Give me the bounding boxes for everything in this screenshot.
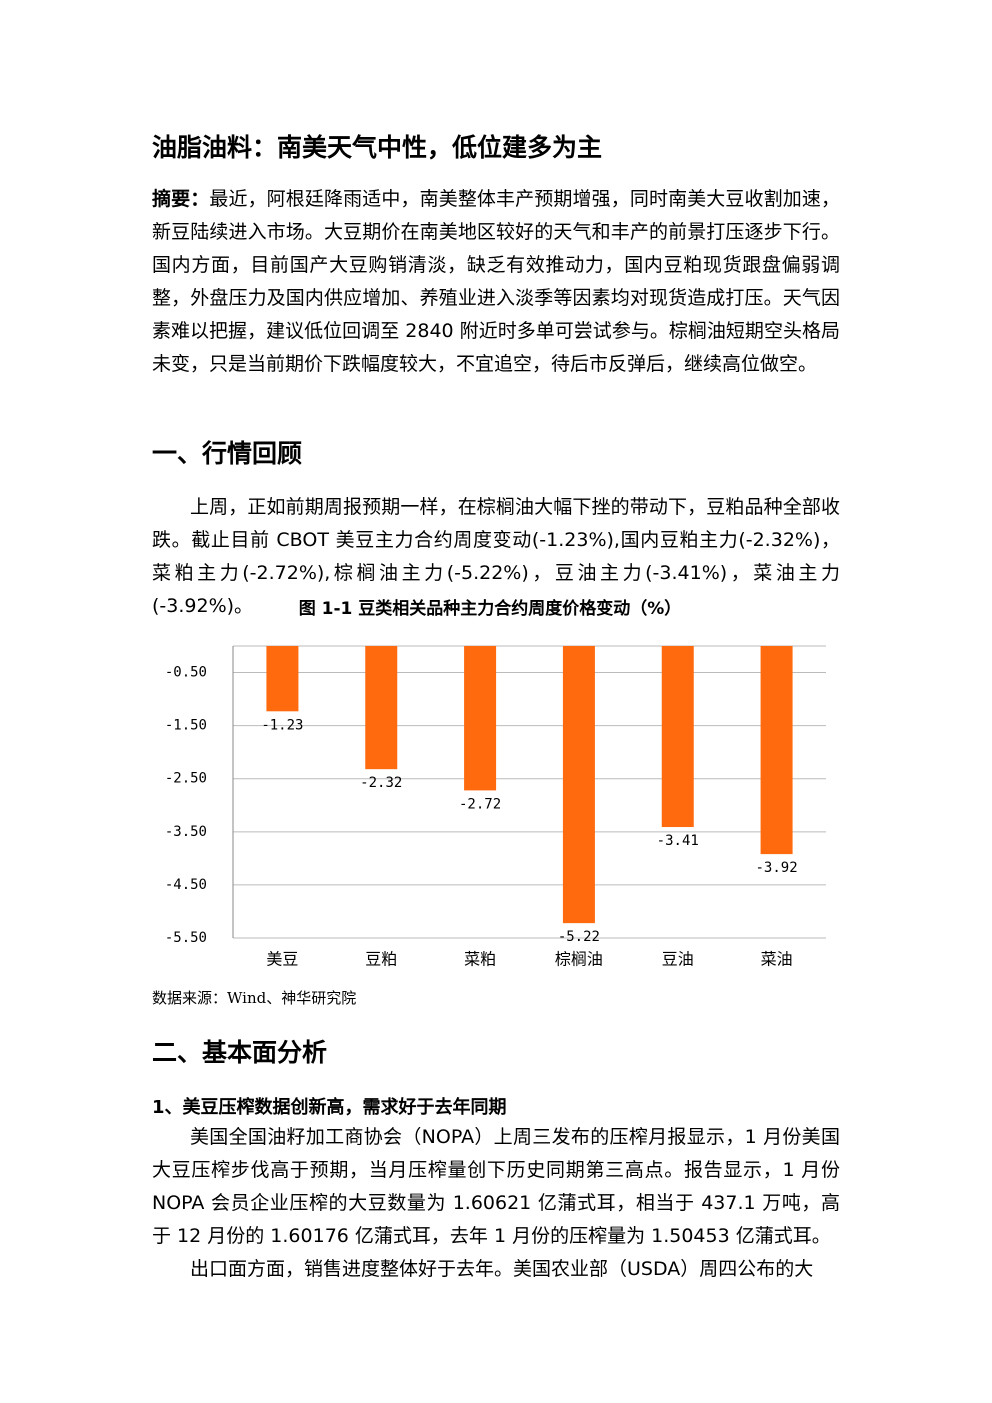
paragraph: 美国全国油籽加工商协会（NOPA）上周三发布的压榨月报显示，1 月份美国大豆压榨… [152,1126,840,1247]
y-tick-label: -0.50 [165,665,207,681]
summary-label: 摘要： [152,188,210,210]
subheading: 1、美豆压榨数据创新高，需求好于去年同期 [152,1097,507,1118]
value-label: -1.23 [261,717,303,733]
x-tick-label: 棕榈油 [555,950,603,969]
x-tick-label: 菜油 [761,950,793,969]
y-tick-label: -4.50 [165,877,207,893]
figure-caption: 图 1-1 豆类相关品种主力合约周度价格变动（%） [298,599,682,619]
x-tick-label: 美豆 [266,950,298,969]
y-tick-label: -1.50 [165,718,207,734]
doc-title: 油脂油料：南美天气中性，低位建多为主 [152,133,603,162]
figure-source: 数据来源：Wind、神华研究院 [152,989,357,1007]
section-heading: 一、行情回顾 [152,439,303,468]
y-tick-label: -3.50 [165,824,207,840]
paragraph: 出口面方面，销售进度整体好于去年。美国农业部（USDA）周四公布的大 [190,1258,814,1280]
bar [365,646,398,770]
value-label: -2.72 [459,796,501,812]
value-label: -3.92 [756,860,798,876]
value-label: -2.32 [360,775,402,791]
paragraph: 上周，正如前期周报预期一样，在棕榈油大幅下挫的带动下，豆粕品种全部收跌。截止目前… [152,496,840,617]
bar [661,646,694,828]
bar [266,646,299,712]
x-tick-label: 豆油 [662,950,694,969]
summary-text: 最近，阿根廷降雨适中，南美整体丰产预期增强，同时南美大豆收割加速，新豆陆续进入市… [152,188,840,375]
x-tick-label: 豆粕 [365,950,397,969]
bar [562,646,595,924]
summary: 摘要：最近，阿根廷降雨适中，南美整体丰产预期增强，同时南美大豆收割加速，新豆陆续… [152,183,840,381]
x-tick-label: 菜粕 [464,950,496,969]
value-label: -5.22 [558,929,600,945]
value-label: -3.41 [657,833,699,849]
y-tick-label: -2.50 [165,771,207,787]
section-heading: 二、基本面分析 [152,1038,328,1067]
bar [464,646,497,791]
chart: -0.50 -1.50 -2.50 -3.50 -4.50 -5.50 美豆 -1.23 豆粕 -… [165,645,826,969]
y-tick-label: -5.50 [165,930,207,946]
bar [760,646,793,855]
